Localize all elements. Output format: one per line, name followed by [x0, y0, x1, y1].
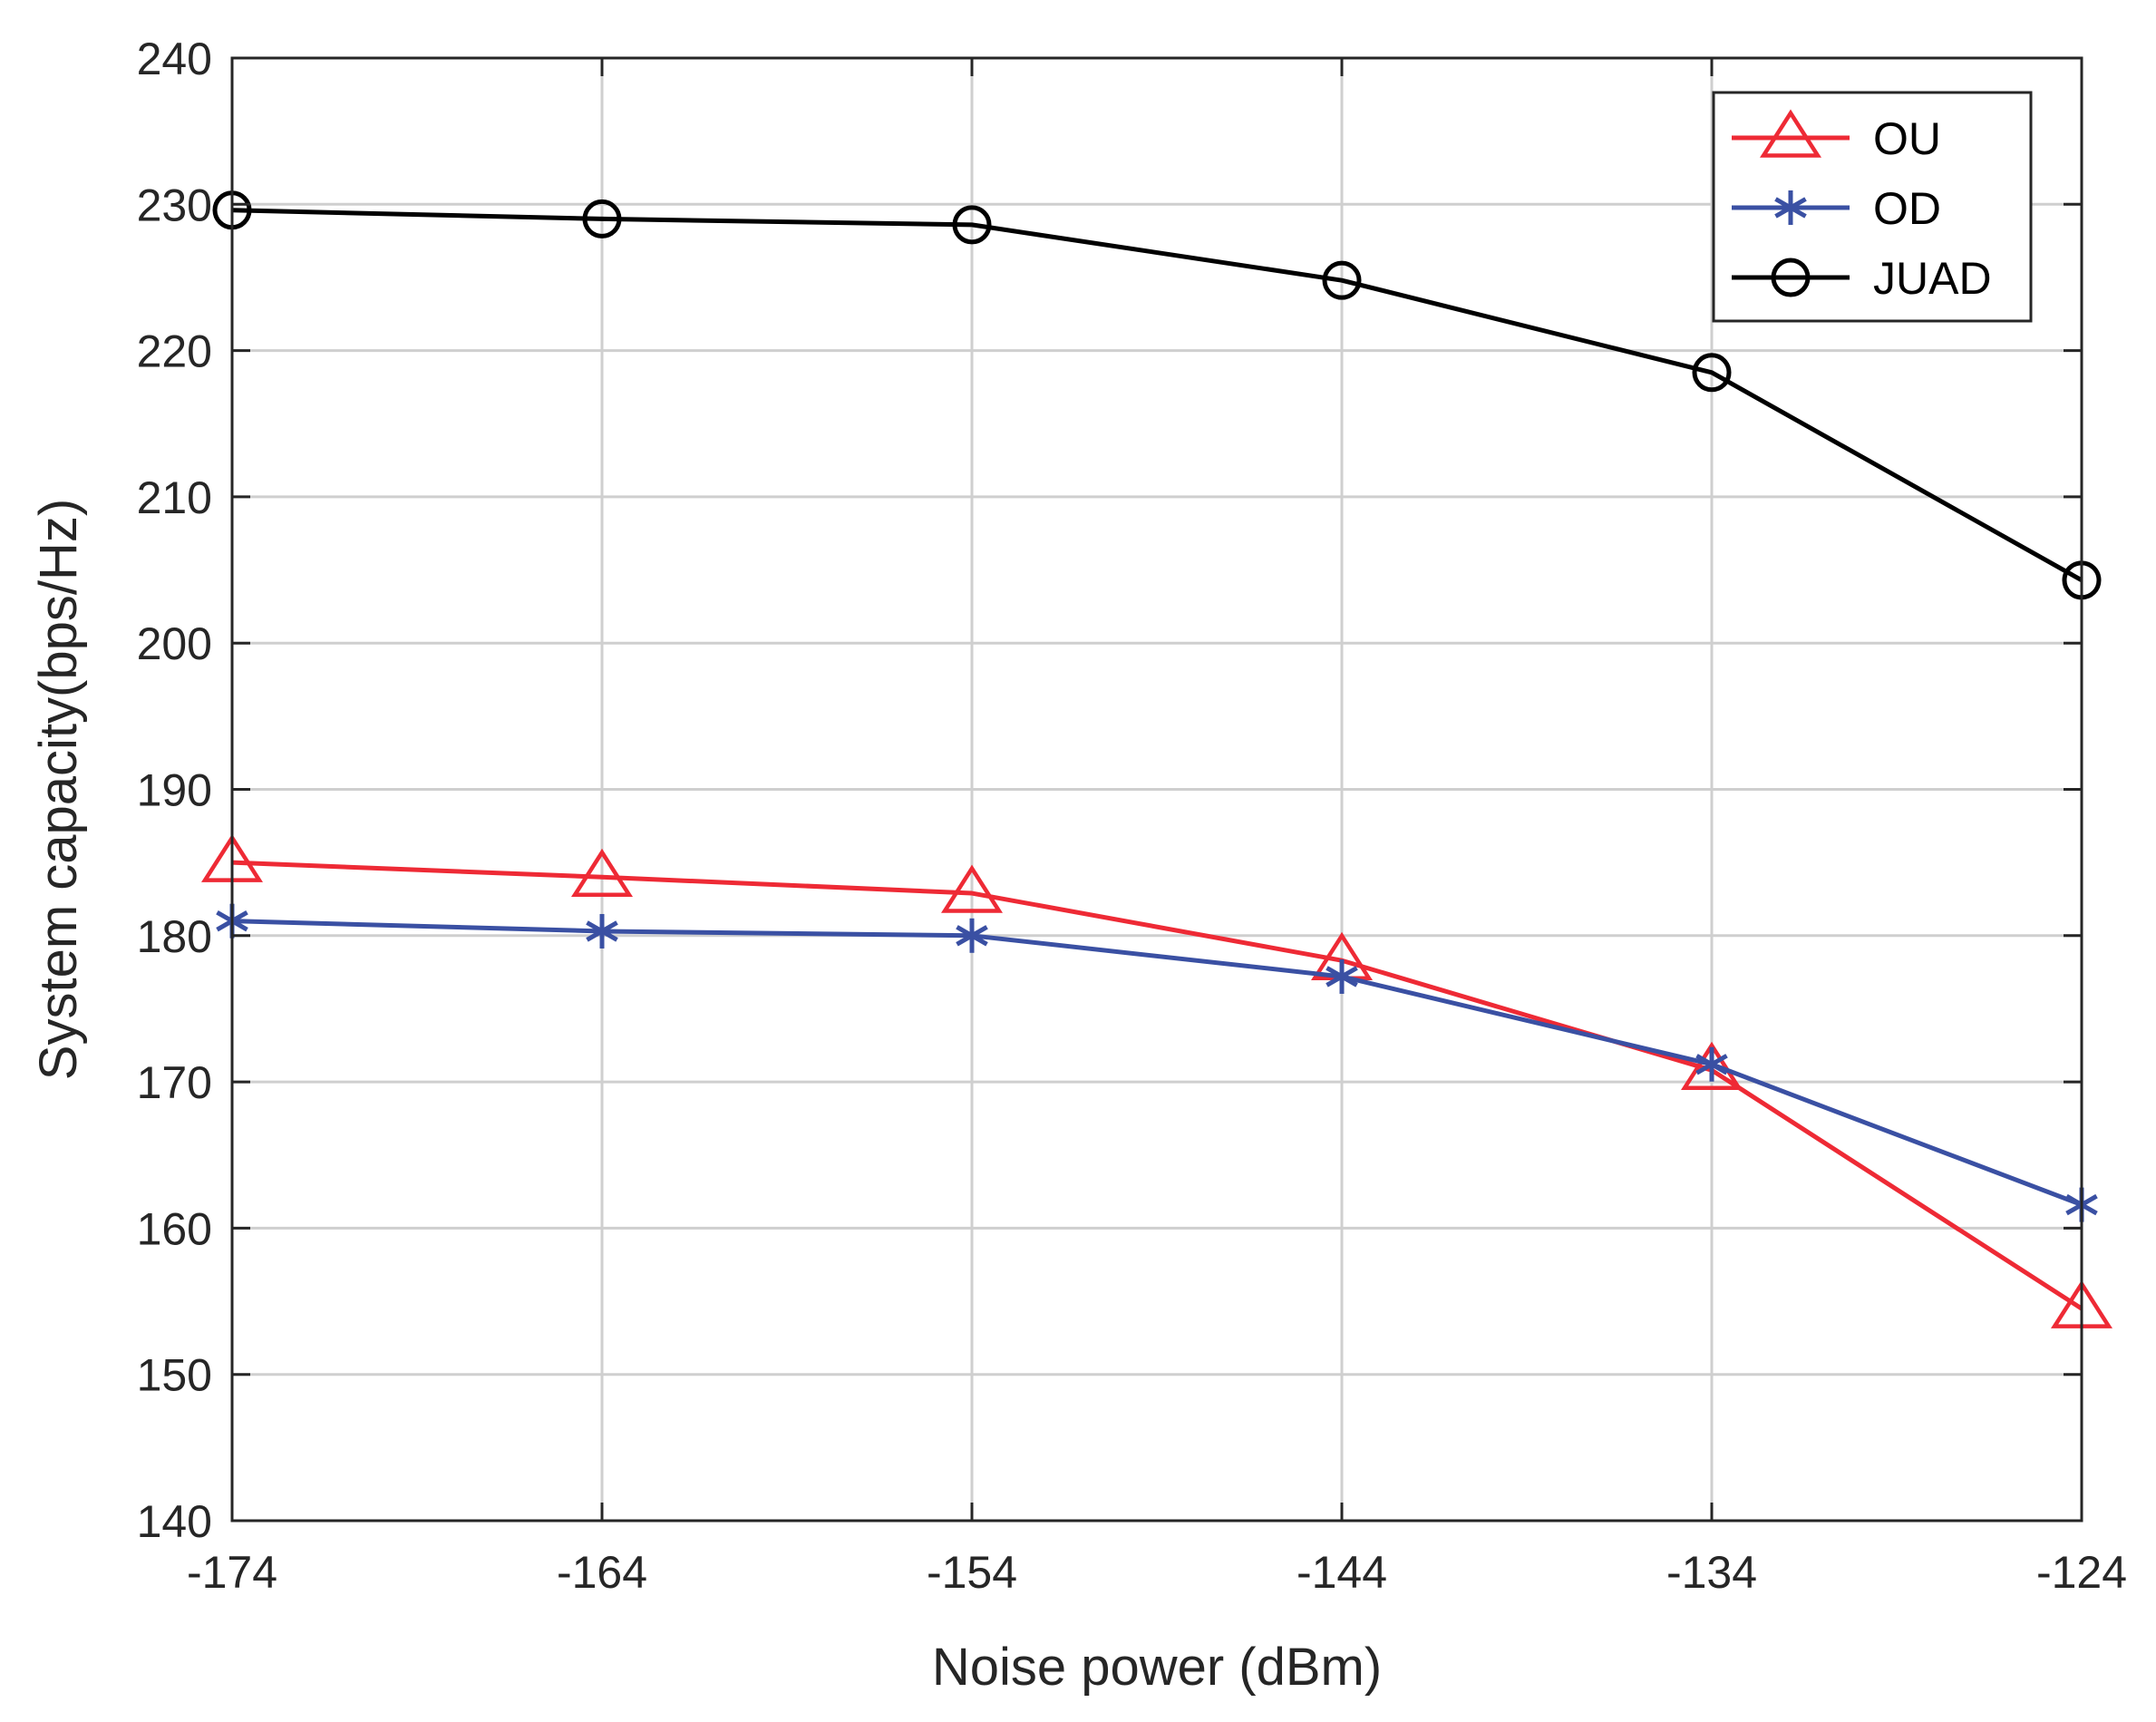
legend: OU OD JUAD	[1712, 91, 2033, 323]
x-tick-label: -154	[927, 1547, 1017, 1598]
legend-label: JUAD	[1873, 253, 1992, 304]
legend-marker	[1759, 109, 1822, 158]
x-axis-label: Noise power (dBm)	[932, 1638, 1382, 1697]
x-tick-label: -144	[1297, 1547, 1387, 1598]
data-point-ou	[570, 848, 634, 898]
y-tick-label: 220	[137, 326, 212, 377]
y-tick-label: 140	[137, 1496, 212, 1547]
y-tick-label: 160	[137, 1203, 212, 1254]
data-point-od	[1326, 958, 1358, 994]
legend-marker	[1771, 258, 1811, 297]
x-tick-label: -164	[557, 1547, 647, 1598]
data-point-od	[956, 918, 988, 953]
x-tick-label: -124	[2036, 1547, 2127, 1598]
legend-item-od: OD	[1732, 183, 1941, 234]
legend-label: OD	[1873, 183, 1941, 234]
data-point-juad	[952, 205, 992, 245]
series-layer	[200, 190, 2113, 1328]
series-line-od	[231, 919, 2083, 1207]
legend-label: OU	[1873, 113, 1941, 164]
data-point-od	[586, 913, 618, 949]
x-tick-label: -174	[187, 1547, 277, 1598]
y-tick-label: 190	[137, 765, 212, 816]
legend-item-juad: JUAD	[1732, 253, 1992, 304]
series-line-juad	[231, 208, 2083, 583]
axis-ticks: -174 -164 -154 -144 -134 -124 140 150 160 170 180 1…	[137, 34, 2127, 1598]
y-tick-label: 200	[137, 618, 212, 669]
series-od	[216, 903, 2098, 1222]
y-tick-label: 170	[137, 1057, 212, 1108]
data-point-ou	[1680, 1041, 1743, 1090]
y-tick-label: 240	[137, 34, 212, 84]
data-point-ou	[940, 864, 1004, 913]
y-tick-label: 180	[137, 911, 212, 962]
data-point-juad	[1322, 260, 1362, 300]
legend-marker	[1774, 190, 1807, 225]
x-tick-label: -134	[1666, 1547, 1757, 1598]
data-point-juad	[1692, 353, 1732, 393]
y-tick-label: 210	[137, 472, 212, 523]
data-point-juad	[582, 199, 622, 238]
data-point-od	[1695, 1046, 1728, 1082]
y-tick-label: 230	[137, 180, 212, 230]
legend-item-ou: OU	[1732, 109, 1941, 164]
y-tick-label: 150	[137, 1350, 212, 1401]
y-axis-label: System capacity(bps/Hz)	[29, 499, 88, 1080]
series-line-ou	[231, 860, 2083, 1311]
